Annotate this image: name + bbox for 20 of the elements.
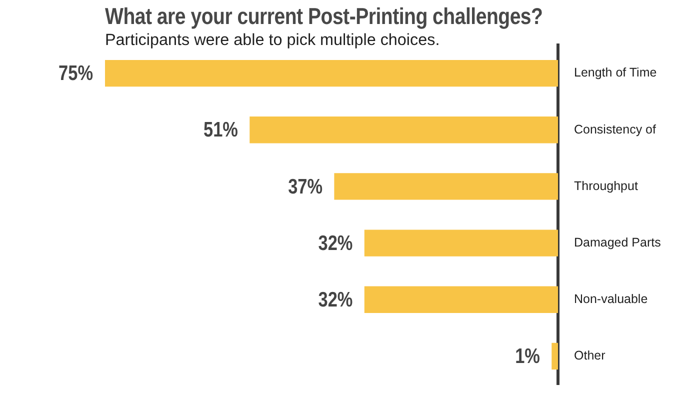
y-tick-label: Length of Time (574, 66, 657, 80)
bar (364, 286, 558, 313)
data-label: 75% (58, 62, 93, 86)
bar (364, 230, 558, 256)
chart-subtitle: Participants were able to pick multiple choices. (105, 31, 440, 50)
y-tick-label: Throughput (574, 178, 638, 193)
bar (105, 60, 558, 87)
data-label: 1% (515, 346, 540, 368)
bar (334, 173, 558, 200)
data-label: 32% (318, 288, 353, 312)
data-label: 32% (318, 232, 353, 256)
data-label: 51% (204, 119, 238, 142)
y-tick-label: Consistency of (574, 122, 657, 136)
bar (552, 342, 558, 370)
data-label: 37% (288, 176, 323, 199)
chart-title: What are your current Post-Printing challenges? (105, 3, 543, 30)
y-tick-label: Non-valuable (574, 292, 648, 306)
y-tick-label: Damaged Parts (574, 235, 661, 250)
y-tick-label: Other (574, 348, 606, 363)
bar (250, 116, 558, 144)
